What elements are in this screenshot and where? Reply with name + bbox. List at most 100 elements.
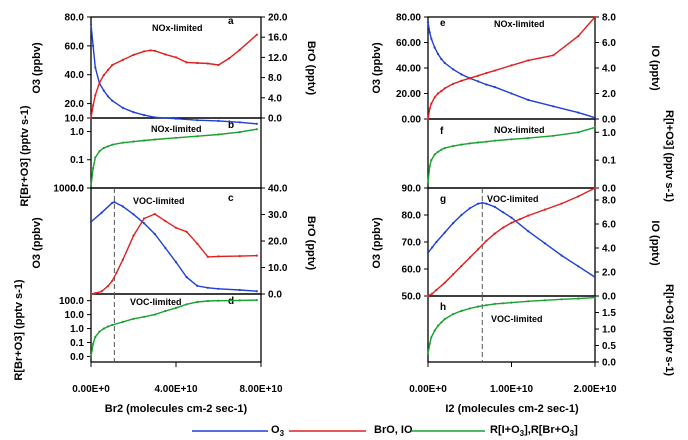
panel-h-R[I+O3]-point-4 (436, 324, 440, 327)
panel-b-R[Br+O3]-point-0 (89, 184, 93, 187)
panel-c-BrO-point-6 (121, 258, 124, 261)
panel-e-left-label: O3 (ppbv) (371, 42, 383, 94)
panel-h-R[I+O3]-point-18 (577, 297, 580, 300)
panel-d-letter: d (228, 296, 234, 307)
panel-g-left_axis-tick-label-4: 90.0 (402, 184, 422, 195)
right-xtick-label-2: 2.00E+10 (573, 384, 617, 395)
panel-g-letter: g (440, 194, 446, 205)
panel-f-letter: f (440, 126, 444, 137)
panel-b-R[Br+O3]-point-9 (143, 139, 146, 142)
panel-h-right_axis-tick-label-3: 1.5 (602, 308, 616, 319)
panel-a-BrO-point-15 (196, 61, 199, 65)
panel-a-O3-point-10 (153, 116, 156, 119)
panel-f-R[I+O3]-point-16 (577, 131, 580, 134)
panel-c-O3-point-8 (164, 246, 167, 250)
panel-g-IO-point-2 (435, 288, 438, 292)
panel-c-O3-point-12 (206, 286, 209, 289)
panel-g-right_axis-tick-label-2: 4.0 (602, 244, 616, 255)
panel-c-BrO-point-0 (89, 292, 93, 296)
right-xtick-label-0: 0.00E+0 (409, 384, 447, 395)
panel-f-R[I+O3]-point-10 (477, 141, 480, 144)
panel-g-IO-point-14 (543, 208, 547, 211)
panel-c-series-BrO (90, 213, 257, 295)
panel-g-O3-point-12 (510, 216, 513, 219)
panel-b-left_axis-tick-label-1: 0.1 (70, 155, 84, 166)
panel-e-O3-point-7 (452, 68, 455, 71)
panel-h-R[I+O3]-point-0 (426, 352, 430, 355)
panel-b-R[Br+O3]-point-12 (196, 135, 199, 138)
panel-c-series-O3 (90, 201, 257, 292)
panel-h-R[I+O3]-point-15 (527, 300, 530, 303)
panel-h-R[I+O3]-point-2 (430, 336, 433, 339)
panel-g-IO-point-5 (460, 264, 463, 268)
panel-f-R[I+O3]-point-2 (430, 159, 433, 162)
panel-c-BrO-point-4 (111, 279, 114, 282)
panel-e-right_axis-tick-label-3: 6.0 (602, 38, 616, 49)
panel-h-R[I+O3]-point-14 (510, 301, 513, 304)
panel-e-IO-point-3 (433, 96, 436, 99)
panel-g-right_axis-tick-label-3: 6.0 (602, 220, 616, 231)
panel-b-R[Br+O3]-point-6 (111, 143, 114, 146)
panel-e-IO-point-11 (485, 72, 488, 75)
panel-g-IO-point-11 (510, 221, 513, 224)
panel-e-IO-point-4 (436, 92, 440, 95)
panel-b-regime: NOx-limited (151, 124, 202, 134)
panel-e-IO-point-9 (468, 77, 471, 80)
panel-a-right_axis-tick-label-0: 0.0 (268, 114, 282, 125)
panel-c-O3-point-14 (238, 288, 241, 292)
panel-a-BrO-point-8 (132, 53, 135, 57)
panel-c-BrO-point-2 (100, 290, 103, 293)
panel-e-O3-point-13 (510, 92, 513, 95)
panel-c-right_axis-tick-label-0: 0.0 (268, 290, 282, 301)
panel-g-O3-point-15 (560, 254, 563, 257)
panel-a-BrO-point-0 (89, 116, 93, 120)
panel-f-regime: NOx-limited (494, 125, 545, 135)
panel-g-O3-point-14 (543, 242, 547, 245)
panel-d-R[Br+O3]-point-15 (206, 299, 209, 303)
panel-g-frame (427, 187, 596, 297)
right-xtick-label-1: 1.00E+10 (490, 384, 534, 395)
panel-f-series-R[I+O3] (427, 126, 596, 184)
panel-a-BrO-point-14 (185, 61, 188, 64)
panel-e-right_axis-tick-label-4: 8.0 (602, 13, 616, 24)
panel-e-O3-point-14 (527, 98, 530, 101)
panel-e-IO-point-5 (440, 89, 443, 93)
panel-h-R[I+O3]-point-19 (593, 296, 597, 299)
panel-e-left_axis-tick-label-1: 20.00 (396, 89, 421, 100)
panel-c-BrO-point-9 (153, 212, 156, 216)
panel-e-O3-point-6 (443, 61, 446, 64)
panel-f-R[I+O3]-point-0 (426, 182, 430, 185)
panel-d-regime: VOC-limited (130, 297, 182, 307)
panel-d-R[Br+O3]-point-3 (98, 330, 101, 333)
panel-b-R[Br+O3]-point-7 (121, 141, 124, 144)
panel-d-R[Br+O3]-point-8 (132, 317, 135, 320)
panel-c-regime: VOC-limited (133, 196, 185, 206)
panel-h-right-label: R[I+O3] (pptv s-1) (663, 284, 675, 376)
panel-a-O3-point-15 (255, 122, 258, 125)
panel-e-left_axis-tick-label-3: 60.00 (396, 38, 421, 49)
panel-d-R[Br+O3]-point-11 (164, 309, 167, 313)
panel-b-series-R[Br+O3] (90, 128, 257, 186)
panel-g-IO-point-12 (518, 218, 522, 221)
panel-h-right_axis-tick-label-2: 1.0 (602, 325, 616, 336)
panel-h-right_axis-tick-label-0: 0.0 (602, 358, 616, 369)
panel-g-right-label: IO (pptv) (649, 220, 661, 266)
panel-g-left_axis-tick-label-3: 80.0 (402, 211, 422, 222)
panel-b-R[Br+O3]-point-14 (238, 131, 241, 134)
panel-g-O3-point-5 (460, 213, 463, 217)
panel-c-BrO-point-7 (132, 234, 135, 237)
panel-h-R[I+O3]-point-12 (493, 302, 496, 305)
panel-a-BrO-point-11 (153, 49, 156, 52)
panel-e-series-IO (427, 16, 596, 120)
panel-e-left_axis-tick-label-2: 40.00 (396, 64, 421, 75)
panel-e-IO-point-16 (577, 35, 580, 38)
panel-c-O3-point-10 (185, 276, 188, 279)
panel-e-IO-point-0 (426, 117, 430, 121)
panel-b-left-label: R[Br+O3] (pptv s-1) (19, 105, 31, 206)
panel-h-R[I+O3]-point-5 (440, 321, 443, 324)
panel-g-IO-point-16 (577, 195, 580, 198)
panel-h-R[I+O3]-point-11 (485, 304, 488, 307)
panel-g-series-IO (427, 187, 596, 297)
panel-c-O3-point-7 (153, 232, 156, 236)
panel-c-O3-point-1 (100, 211, 103, 214)
